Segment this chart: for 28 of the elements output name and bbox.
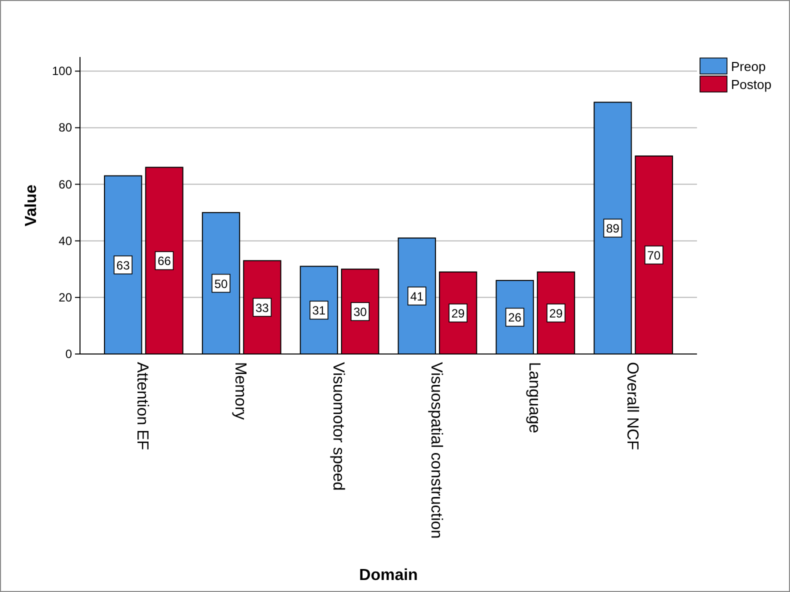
y-tick-label: 20 (58, 290, 72, 304)
y-tick-label: 0 (65, 347, 72, 361)
data-label: 41 (410, 290, 424, 304)
y-tick-label: 40 (58, 234, 72, 248)
data-label: 66 (158, 254, 172, 268)
x-tick-label: Memory (232, 362, 249, 420)
data-label: 29 (451, 306, 466, 320)
x-tick-label: Language (525, 362, 542, 434)
x-tick-label: Visuospatial construction (427, 362, 444, 539)
data-label: 26 (508, 310, 522, 325)
legend-label: Postop (731, 77, 772, 92)
legend-label: Preop (731, 59, 766, 74)
y-tick-label: 80 (58, 120, 72, 135)
x-tick-label: Attention EF (134, 362, 151, 450)
y-axis-title: Value (23, 184, 40, 226)
data-label: 89 (606, 222, 620, 236)
y-tick-label: 60 (58, 177, 72, 192)
data-label: 70 (647, 248, 661, 262)
data-label: 33 (256, 300, 270, 315)
x-tick-label: Overall NCF (623, 362, 640, 450)
data-label: 31 (312, 304, 326, 318)
data-label: 29 (549, 306, 563, 320)
data-label: 30 (353, 305, 368, 320)
x-tick-label: Visuomotor speed (330, 362, 347, 491)
x-axis-title: Domain (359, 567, 418, 584)
data-label: 63 (116, 258, 130, 272)
y-tick-label: 100 (52, 64, 72, 78)
data-label: 50 (214, 276, 228, 291)
